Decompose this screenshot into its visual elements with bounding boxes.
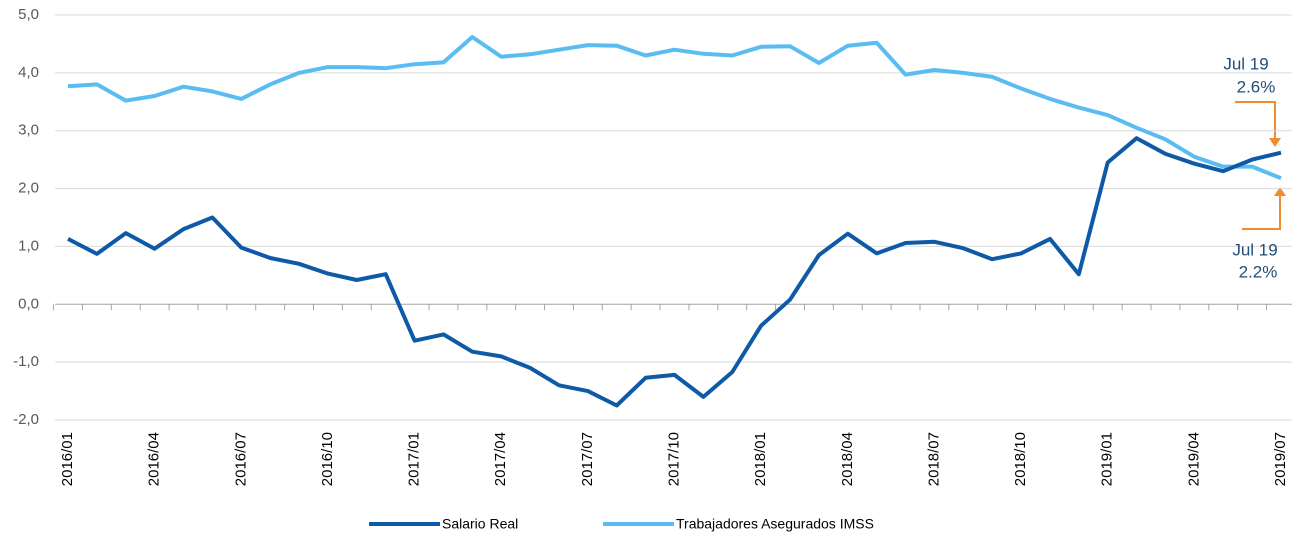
y-tick-label: 0,0	[18, 295, 39, 312]
y-tick-label: -1,0	[13, 353, 39, 370]
series-line	[67, 136, 1282, 408]
annotation: Jul 19	[1223, 54, 1268, 73]
annotation: Jul 19	[1232, 240, 1277, 259]
y-tick-label: -2,0	[13, 411, 39, 428]
annotation-arrow	[1242, 194, 1281, 230]
x-tick-label: 2016/07	[232, 432, 249, 486]
x-tick-label: 2019/01	[1099, 432, 1116, 486]
annotation-arrowhead	[1269, 138, 1281, 147]
legend-label: Trabajadores Asegurados IMSS	[676, 516, 874, 532]
y-tick-label: 3,0	[18, 122, 39, 139]
series-line	[67, 35, 1282, 181]
x-tick-label: 2019/07	[1272, 432, 1289, 486]
x-tick-label: 2018/07	[925, 432, 942, 486]
x-tick-label: 2016/10	[319, 432, 336, 486]
annotation-arrowhead	[1274, 187, 1286, 196]
y-tick-label: 1,0	[18, 237, 39, 254]
y-tick-label: 4,0	[18, 64, 39, 81]
x-tick-label: 2016/01	[59, 432, 76, 486]
x-tick-label: 2017/07	[579, 432, 596, 486]
x-tick-label: 2017/04	[492, 432, 509, 486]
x-tick-label: 2018/01	[752, 432, 769, 486]
annotation: 2.2%	[1239, 262, 1278, 281]
x-tick-label: 2018/10	[1012, 432, 1029, 486]
annotation: 2.6%	[1237, 77, 1276, 96]
x-tick-label: 2017/10	[665, 432, 682, 486]
x-tick-label: 2019/04	[1185, 432, 1202, 486]
y-tick-label: 5,0	[18, 6, 39, 23]
legend-label: Salario Real	[442, 516, 518, 532]
x-tick-label: 2018/04	[839, 432, 856, 486]
x-tick-label: 2017/01	[406, 432, 423, 486]
y-tick-label: 2,0	[18, 180, 39, 197]
annotation-arrow	[1235, 101, 1276, 140]
x-tick-label: 2016/04	[146, 432, 163, 486]
